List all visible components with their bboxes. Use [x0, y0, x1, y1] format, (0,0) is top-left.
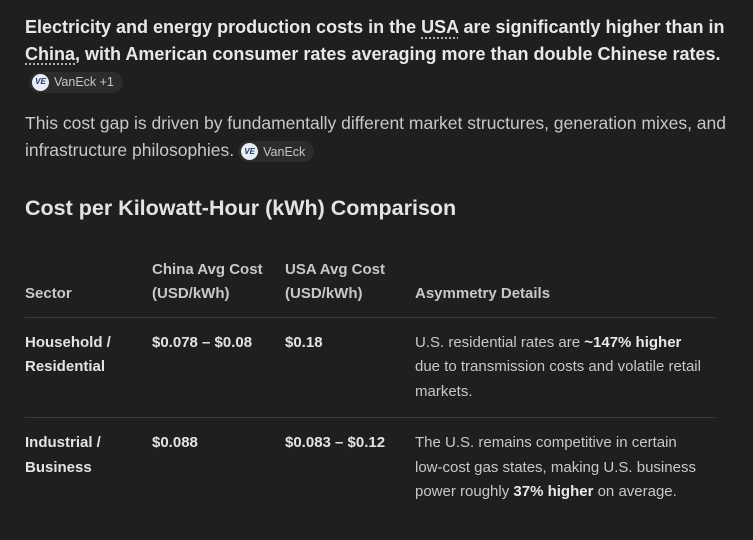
details-text: on average. [593, 483, 677, 500]
details-cell: The U.S. remains competitive in certain … [415, 418, 715, 518]
sector-cell: Household / Residential [25, 317, 152, 418]
china-cost-cell: $0.078 – $0.08 [152, 317, 285, 418]
details-highlight: 37% higher [513, 483, 594, 500]
column-header: Asymmetry Details [415, 257, 715, 318]
column-header: China Avg Cost (USD/kWh) [152, 257, 285, 318]
details-highlight: ~147% higher [584, 333, 682, 351]
intro-paragraph: Electricity and energy production costs … [25, 14, 728, 94]
comparison-table: Sector China Avg Cost (USD/kWh) USA Avg … [25, 257, 715, 518]
table-header-row: Sector China Avg Cost (USD/kWh) USA Avg … [25, 257, 715, 318]
sector-cell: Industrial / Business [25, 434, 101, 476]
response-content: Electricity and energy production costs … [25, 14, 728, 518]
column-header: Sector [25, 257, 152, 318]
citation-chip[interactable]: VE VanEck +1 [29, 71, 123, 93]
details-text: U.S. residential rates are [415, 333, 585, 351]
details-text: due to transmission costs and volatile r… [415, 358, 701, 400]
china-cost-cell: $0.088 [152, 434, 198, 451]
usa-cost-cell: $0.18 [285, 317, 415, 418]
body-text: This cost gap is driven by fundamentally… [25, 112, 726, 160]
details-text: The U.S. remains competitive in certain … [415, 434, 696, 500]
citation-chip[interactable]: VE VanEck [238, 141, 315, 162]
usa-cost-cell: $0.083 – $0.12 [285, 434, 386, 451]
citation-label: VanEck [263, 144, 306, 159]
intro-text: Electricity and energy production costs … [25, 17, 422, 37]
table-row: Household / Residential $0.078 – $0.08 $… [25, 317, 715, 418]
usa-link[interactable]: USA [421, 17, 459, 37]
table-row: Industrial / Business $0.088 $0.083 – $0… [25, 418, 715, 518]
vaneck-logo-icon: VE [241, 143, 259, 160]
details-cell: U.S. residential rates are ~147% higher … [415, 317, 715, 418]
section-title: Cost per Kilowatt-Hour (kWh) Comparison [25, 195, 457, 220]
intro-text: , with American consumer rates averaging… [75, 43, 721, 64]
body-paragraph: This cost gap is driven by fundamentally… [25, 110, 728, 164]
intro-text: are significantly higher than in [458, 17, 725, 37]
citation-label: VanEck +1 [54, 75, 114, 89]
column-header: USA Avg Cost (USD/kWh) [285, 257, 415, 318]
china-link[interactable]: China [25, 43, 76, 64]
vaneck-logo-icon: VE [32, 73, 49, 91]
